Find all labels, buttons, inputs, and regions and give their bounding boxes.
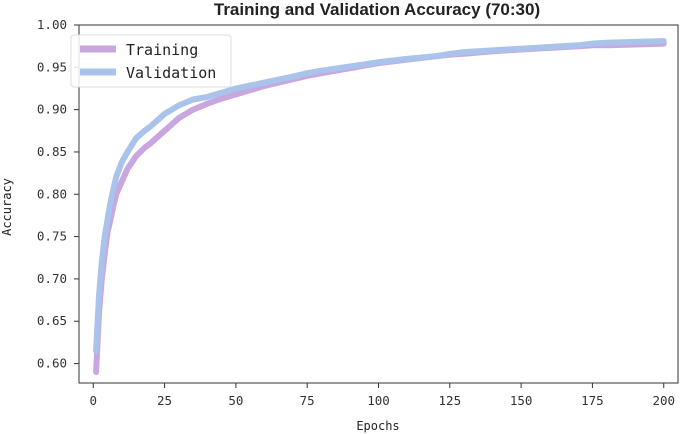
x-tick-label: 200 [652,393,675,408]
ticks-layer: 0 25 50 75 100 125 150 175 200 0.60 0.65 0.70 0.75 0.… [37,17,675,408]
x-tick-label: 150 [510,393,533,408]
y-tick-label: 1.00 [37,17,67,32]
series-line-validation [93,38,667,354]
y-tick-label: 0.65 [37,313,67,328]
series-layer [93,38,667,375]
chart-title: Training and Validation Accuracy (70:30) [214,0,540,19]
y-tick-label: 0.90 [37,102,67,117]
legend-label-validation: Validation [126,64,216,82]
legend: Training Validation [70,34,232,88]
x-tick-label: 25 [157,393,172,408]
x-tick-label: 0 [89,393,97,408]
plot-area: 0 25 50 75 100 125 150 175 200 0.60 0.65 0.70 0.75 0.… [37,17,679,408]
series-line-training [93,40,667,375]
y-tick-label: 0.60 [37,356,67,371]
y-tick-label: 0.75 [37,229,67,244]
x-tick-label: 75 [300,393,315,408]
y-axis-label: Accuracy [0,178,14,236]
x-tick-label: 100 [367,393,390,408]
x-tick-label: 125 [439,393,462,408]
x-tick-label: 50 [228,393,243,408]
y-tick-label: 0.85 [37,144,67,159]
y-tick-label: 0.95 [37,59,67,74]
x-tick-label: 175 [581,393,604,408]
legend-label-training: Training [126,41,198,59]
y-tick-label: 0.80 [37,186,67,201]
x-axis-label: Epochs [356,419,399,433]
y-tick-label: 0.70 [37,271,67,286]
